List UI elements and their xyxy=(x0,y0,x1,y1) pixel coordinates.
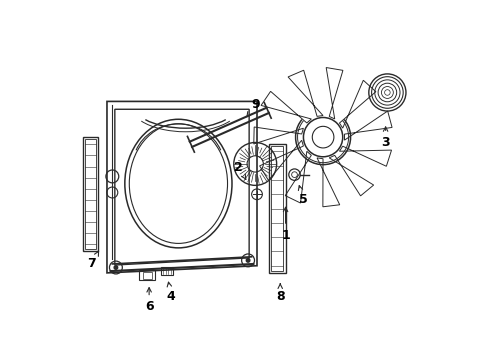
Text: 5: 5 xyxy=(298,186,307,206)
Circle shape xyxy=(114,266,118,269)
Text: 1: 1 xyxy=(281,207,289,242)
Circle shape xyxy=(246,258,249,262)
Text: 8: 8 xyxy=(275,284,284,303)
Text: 7: 7 xyxy=(87,251,99,270)
Text: 4: 4 xyxy=(166,282,175,303)
Text: 2: 2 xyxy=(234,161,245,179)
Text: 3: 3 xyxy=(381,127,389,149)
Text: 6: 6 xyxy=(144,288,153,313)
Text: 9: 9 xyxy=(246,99,259,117)
